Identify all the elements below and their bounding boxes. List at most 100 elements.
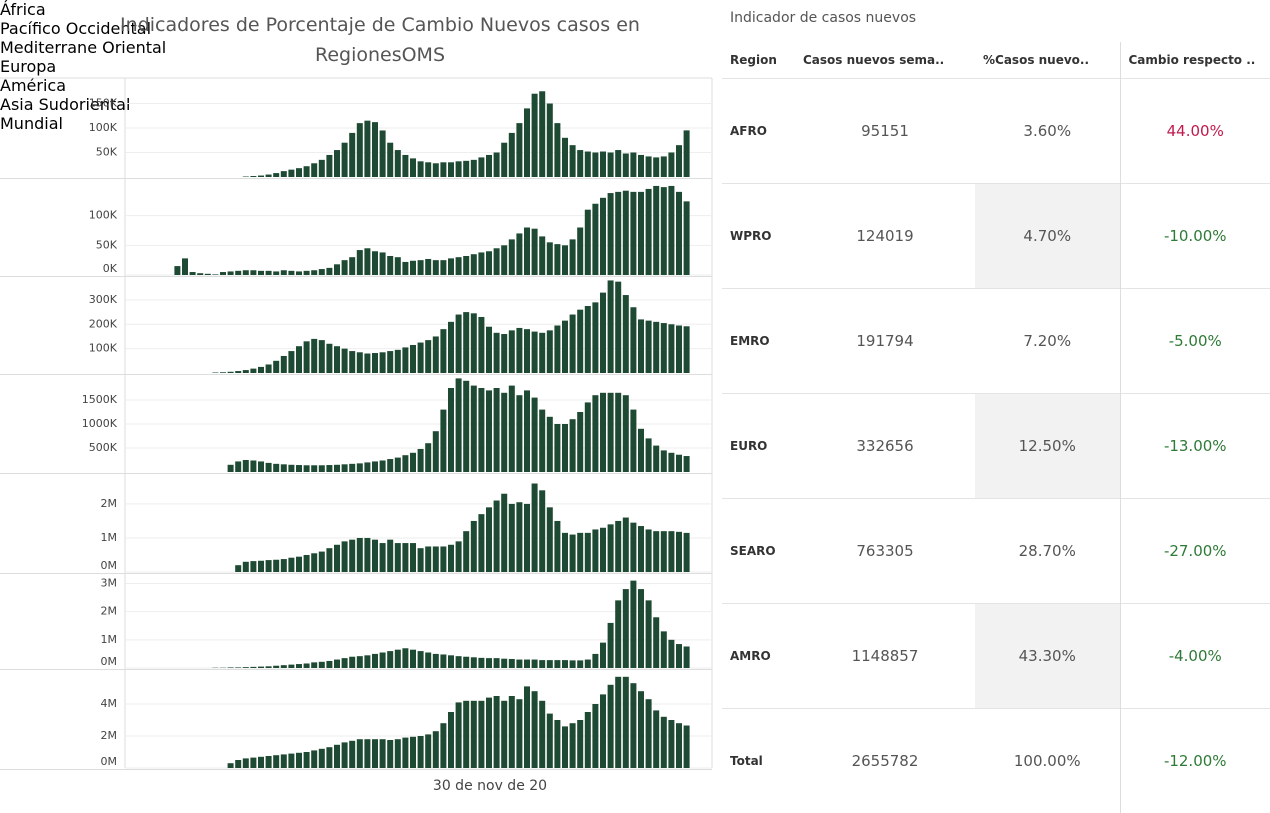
- bar: [638, 691, 644, 768]
- bar: [304, 166, 310, 177]
- bar: [646, 156, 652, 177]
- bar: [532, 691, 538, 768]
- bar: [516, 123, 522, 177]
- bar: [288, 351, 294, 373]
- bar: [380, 653, 386, 669]
- column-header: Casos nuevos sema..: [795, 42, 975, 79]
- bar: [250, 270, 256, 275]
- bar: [380, 352, 386, 373]
- bar: [281, 464, 287, 472]
- bar: [440, 654, 446, 668]
- bar: [501, 393, 507, 472]
- bar: [281, 356, 287, 373]
- bar: [380, 130, 386, 177]
- bar: [319, 269, 325, 275]
- bar: [402, 738, 408, 768]
- bar: [349, 540, 355, 572]
- bar: [585, 712, 591, 768]
- bar: [418, 651, 424, 668]
- bar: [630, 523, 636, 572]
- bar: [676, 455, 682, 472]
- bar: [342, 143, 348, 177]
- bar: [684, 456, 690, 472]
- bar: [372, 654, 378, 668]
- bar: [463, 312, 469, 373]
- bar: [570, 145, 576, 177]
- bar: [570, 419, 576, 472]
- bar: [562, 660, 568, 668]
- bar: [410, 261, 416, 275]
- bar: [592, 204, 598, 275]
- bar: [433, 546, 439, 572]
- bar: [273, 464, 279, 472]
- bar: [228, 667, 234, 668]
- bar: [349, 741, 355, 768]
- bar: [684, 130, 690, 177]
- bar: [319, 552, 325, 572]
- table-cell: 2655782: [795, 709, 975, 813]
- bar: [463, 161, 469, 177]
- bar: [668, 324, 674, 373]
- bar: [577, 720, 583, 768]
- bar: [501, 494, 507, 572]
- bar: [418, 736, 424, 768]
- bar: [471, 160, 477, 177]
- bar: [676, 723, 682, 768]
- bar: [433, 654, 439, 668]
- bar: [235, 760, 241, 768]
- bar: [668, 720, 674, 768]
- bar: [547, 330, 553, 373]
- bar: [235, 371, 241, 373]
- bar: [440, 410, 446, 472]
- bar: [440, 162, 446, 177]
- bar: [684, 533, 690, 572]
- bar: [615, 393, 621, 472]
- y-tick-label: 2M: [101, 605, 118, 618]
- bar: [387, 351, 393, 373]
- bar: [661, 156, 667, 177]
- bar: [258, 176, 264, 177]
- bar: [570, 315, 576, 373]
- table-cell: 43.30%: [975, 604, 1120, 709]
- bar: [205, 274, 211, 275]
- bar: [638, 319, 644, 373]
- bar: [372, 540, 378, 572]
- bar: [592, 529, 598, 572]
- bar: [562, 726, 568, 768]
- bar: [600, 393, 606, 472]
- bar: [258, 561, 264, 572]
- bar: [281, 559, 287, 572]
- bar: [661, 187, 667, 275]
- bar: [494, 388, 500, 472]
- bar: [258, 271, 264, 275]
- bar: [562, 245, 568, 275]
- bar: [440, 546, 446, 572]
- bar: [570, 660, 576, 668]
- bar: [471, 657, 477, 668]
- bar: [440, 329, 446, 373]
- bar: [509, 239, 515, 275]
- bar: [570, 723, 576, 768]
- bar: [410, 737, 416, 768]
- bar: [319, 160, 325, 177]
- bar: [509, 330, 515, 373]
- bar: [372, 739, 378, 768]
- bar: [646, 321, 652, 373]
- bar: [516, 660, 522, 668]
- bar: [349, 257, 355, 275]
- bar: [456, 378, 462, 472]
- bar: [501, 334, 507, 373]
- bar: [577, 533, 583, 572]
- bar: [486, 155, 492, 177]
- bar: [463, 531, 469, 572]
- bar: [190, 272, 196, 275]
- bar: [653, 322, 659, 373]
- bar: [456, 161, 462, 177]
- bar: [418, 161, 424, 177]
- bar: [478, 514, 484, 572]
- bar: [600, 198, 606, 275]
- bar: [212, 274, 218, 275]
- bar: [585, 660, 591, 668]
